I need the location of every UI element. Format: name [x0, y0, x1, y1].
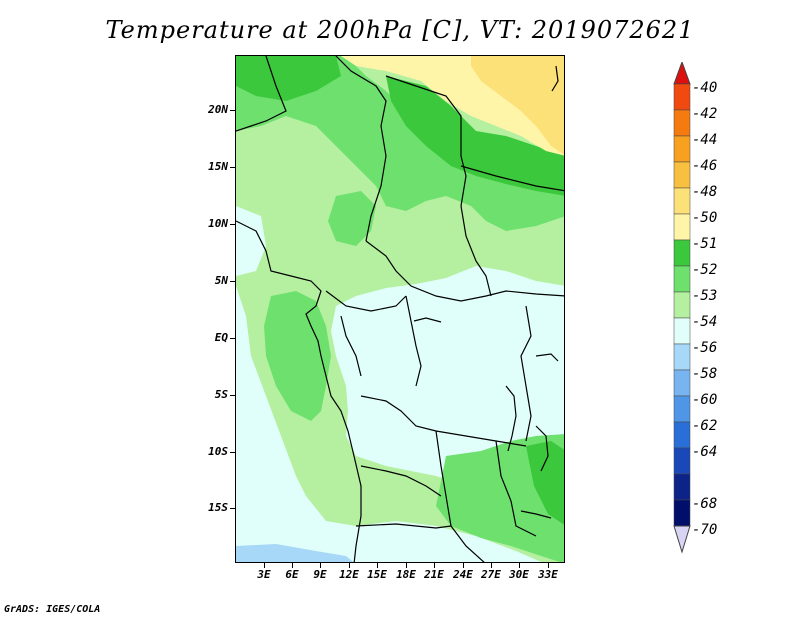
lon-tick [548, 563, 549, 568]
lon-tick [491, 563, 492, 568]
lat-label-5s: 5S [214, 388, 228, 401]
lon-label-6e: 6E [285, 568, 299, 581]
color-swatch [673, 83, 691, 111]
lon-label-27e: 27E [481, 568, 501, 581]
colorbar-top-arrow [673, 62, 691, 85]
color-swatch [673, 109, 691, 137]
legend-label: -68 [692, 496, 718, 512]
lon-tick [292, 563, 293, 568]
map-svg [236, 56, 564, 562]
credit-text: GrADS: IGES/COLA [4, 604, 101, 615]
color-swatch [673, 447, 691, 475]
lat-label-15s: 15S [208, 501, 228, 514]
field-green-west [264, 291, 331, 421]
color-swatch [673, 473, 691, 501]
color-swatch [673, 421, 691, 449]
legend-label: -50 [692, 210, 718, 226]
lon-tick [377, 563, 378, 568]
field-cold-west [236, 206, 266, 276]
color-swatch [673, 239, 691, 267]
color-swatch [673, 343, 691, 371]
lon-tick [264, 563, 265, 568]
lon-label-9e: 9E [313, 568, 327, 581]
lat-tick [230, 167, 235, 168]
legend-label: -62 [692, 418, 718, 434]
colorbar-svg [673, 62, 691, 554]
lon-label-15e: 15E [367, 568, 387, 581]
color-swatch [673, 187, 691, 215]
chart-title: Temperature at 200hPa [C], VT: 201907262… [105, 16, 695, 44]
lon-tick [463, 563, 464, 568]
lat-label-20n: 20N [208, 103, 228, 116]
color-swatch [673, 291, 691, 319]
field-yellow-dark [471, 56, 564, 155]
lon-label-18e: 18E [396, 568, 416, 581]
lon-tick [406, 563, 407, 568]
field-green-central [328, 191, 376, 246]
legend-label: -44 [692, 132, 718, 148]
color-swatch [673, 499, 691, 527]
lat-label-10s: 10S [208, 445, 228, 458]
legend-label: -52 [692, 262, 718, 278]
colorbar-legend: -40 -42 -44 -46 -48 -50 -51 -52 -53 -54 … [672, 62, 772, 562]
legend-label: -48 [692, 184, 718, 200]
lon-tick [349, 563, 350, 568]
color-swatch [673, 135, 691, 163]
lat-tick [230, 281, 235, 282]
field-dark-green-nw [236, 56, 341, 101]
borders [236, 56, 564, 562]
lat-label-10n: 10N [208, 217, 228, 230]
legend-label: -56 [692, 340, 718, 356]
field-cool-sw [236, 544, 354, 562]
lat-tick [230, 508, 235, 509]
field-dark-green-ne [386, 76, 564, 196]
lon-label-24e: 24E [453, 568, 473, 581]
lon-label-3e: 3E [257, 568, 271, 581]
lon-label-30e: 30E [509, 568, 529, 581]
lon-label-21e: 21E [424, 568, 444, 581]
lat-tick [230, 338, 235, 339]
field-dark-green-se [526, 441, 564, 525]
legend-label: -53 [692, 288, 718, 304]
lon-label-12e: 12E [339, 568, 359, 581]
lon-tick [320, 563, 321, 568]
field-cold-center [346, 281, 564, 466]
lat-tick [230, 224, 235, 225]
lon-label-33e: 33E [538, 568, 558, 581]
color-swatch [673, 265, 691, 293]
legend-label: -46 [692, 158, 718, 174]
lon-tick [434, 563, 435, 568]
lat-label-5n: 5N [214, 274, 228, 287]
lat-label-15n: 15N [208, 160, 228, 173]
legend-label: -54 [692, 314, 718, 330]
lat-tick [230, 395, 235, 396]
color-swatch [673, 317, 691, 345]
lat-tick [230, 110, 235, 111]
colorbar-bottom-arrow [673, 525, 691, 554]
legend-label: -60 [692, 392, 718, 408]
lat-tick [230, 452, 235, 453]
color-swatch [673, 369, 691, 397]
lat-label-eq: EQ [214, 331, 228, 344]
color-swatch [673, 395, 691, 423]
legend-label: -42 [692, 106, 718, 122]
temperature-map [235, 55, 565, 563]
color-swatch [673, 213, 691, 241]
legend-label: -40 [692, 80, 718, 96]
lon-tick [519, 563, 520, 568]
field-green-north [236, 56, 564, 231]
legend-label: -70 [692, 522, 718, 538]
legend-label: -64 [692, 444, 718, 460]
color-swatch [673, 161, 691, 189]
legend-label: -51 [692, 236, 718, 252]
legend-label: -58 [692, 366, 718, 382]
